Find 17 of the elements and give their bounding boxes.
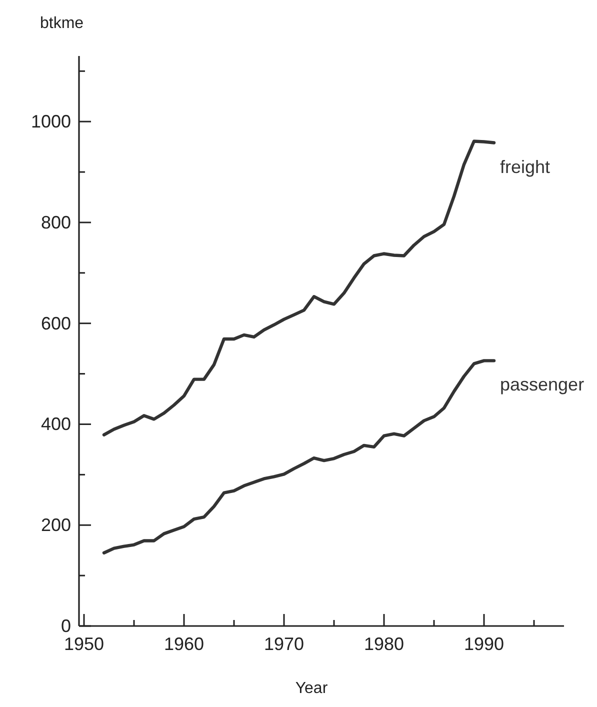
series-label: passenger: [500, 374, 584, 395]
y-tick-label: 800: [40, 212, 71, 232]
y-tick-label: 1000: [30, 112, 71, 132]
series-label: freight: [500, 156, 550, 177]
y-tick-label: 200: [40, 515, 71, 536]
y-axis-title: btkme: [40, 15, 84, 32]
x-axis-title: Year: [295, 680, 328, 697]
y-tick-label: 600: [40, 313, 71, 334]
x-tick-label: 1950: [64, 634, 104, 654]
x-tick-label: 1990: [464, 634, 504, 654]
x-tick-label: 1980: [364, 634, 404, 654]
x-tick-label: 1970: [264, 634, 304, 654]
line-series: [102, 359, 496, 554]
y-tick-label: 0: [60, 616, 71, 636]
y-tick-label: 400: [40, 414, 71, 434]
x-tick-label: 1960: [164, 634, 204, 654]
line-series: [102, 140, 496, 436]
